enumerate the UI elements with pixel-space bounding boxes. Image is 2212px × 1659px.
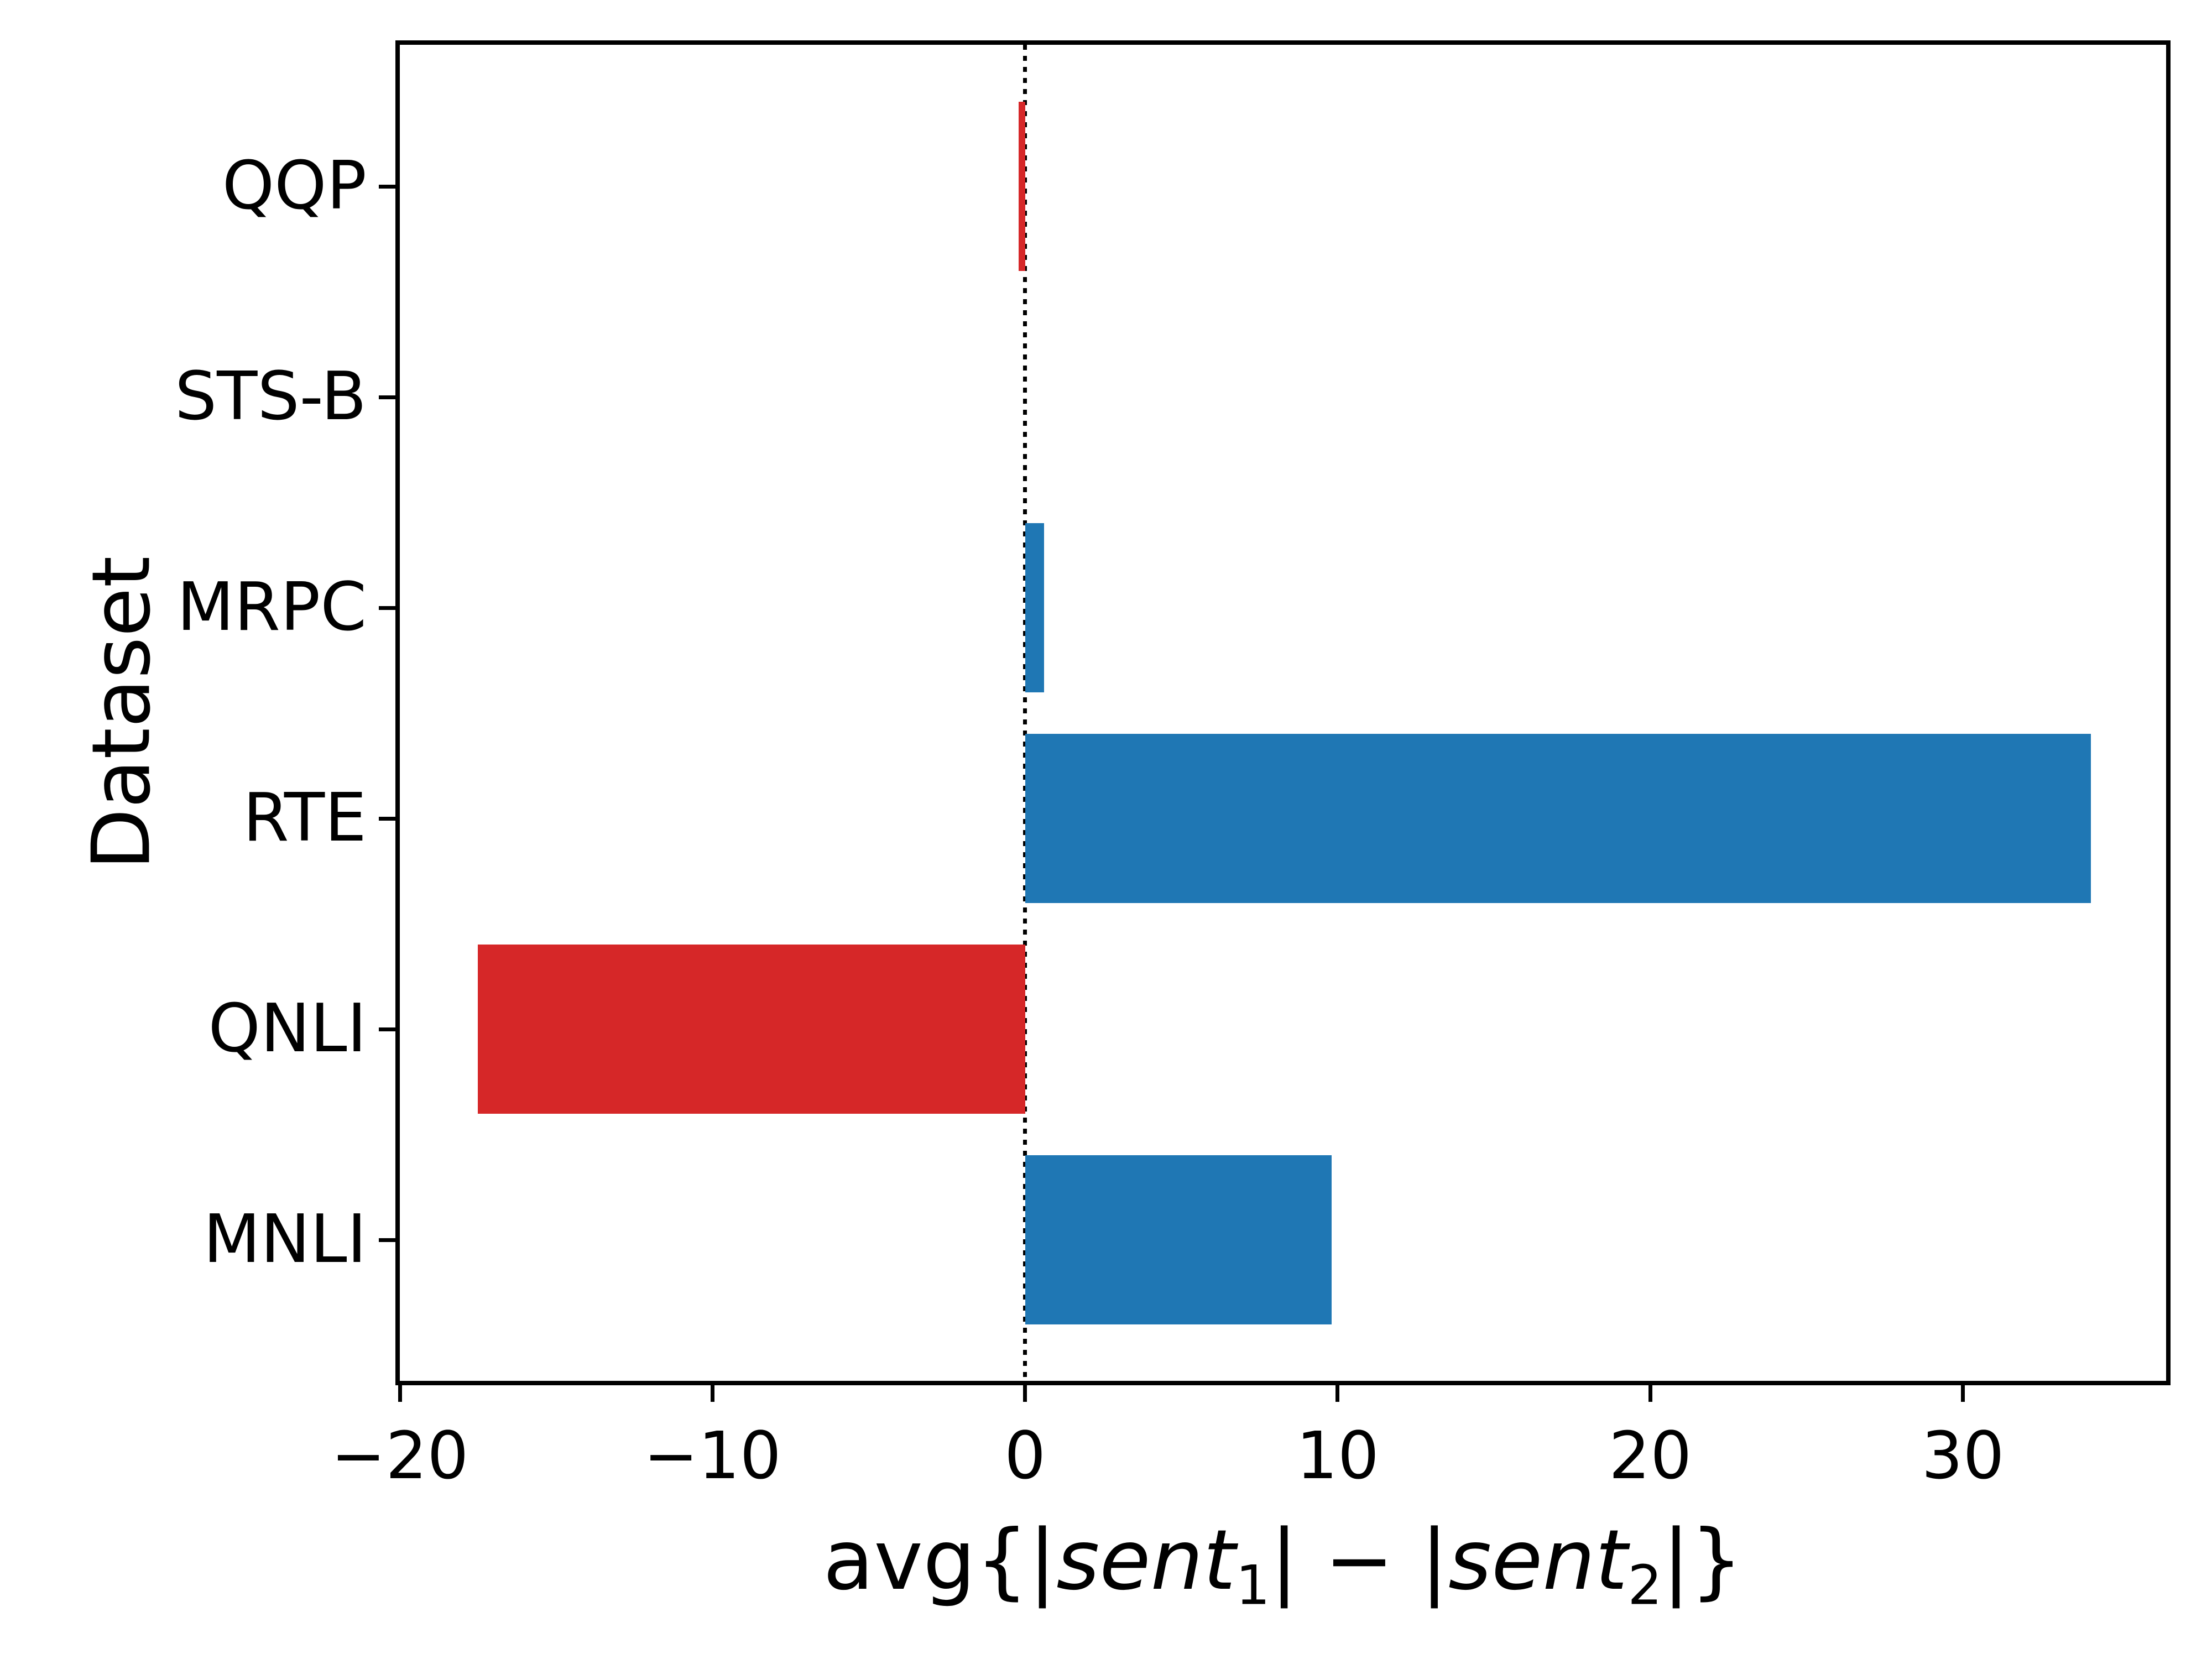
x-axis-title-prefix: avg{| xyxy=(823,1512,1057,1609)
y-tick-label-sts-b: STS-B xyxy=(175,358,367,435)
x-axis-title-suffix: |} xyxy=(1662,1512,1743,1609)
y-tick-label-qnli: QNLI xyxy=(208,990,367,1067)
y-tick-label-mrpc: MRPC xyxy=(176,569,367,646)
y-tick-qnli xyxy=(379,1027,395,1031)
bar-rte xyxy=(1025,734,2091,903)
bar-mrpc xyxy=(1025,523,1044,692)
y-tick-label-rte: RTE xyxy=(243,780,367,857)
y-tick-rte xyxy=(379,816,395,821)
y-tick-qqp xyxy=(379,184,395,189)
x-axis-title-sent1: sent xyxy=(1056,1512,1236,1609)
x-tick-0 xyxy=(1023,1385,1027,1402)
bar-qnli xyxy=(478,945,1025,1114)
bar-mnli xyxy=(1025,1155,1332,1324)
x-tick--20 xyxy=(398,1385,402,1402)
x-axis-title-sent2: sent xyxy=(1448,1512,1628,1609)
x-tick-30 xyxy=(1961,1385,1965,1402)
x-tick-20 xyxy=(1648,1385,1652,1402)
y-tick-label-qqp: QQP xyxy=(222,148,367,225)
y-axis-title-wrap: Dataset xyxy=(44,40,199,1385)
x-tick-label-20: 20 xyxy=(1609,1417,1692,1494)
x-tick-label--20: −20 xyxy=(331,1417,469,1494)
x-tick--10 xyxy=(710,1385,714,1402)
x-tick-label--10: −10 xyxy=(643,1417,781,1494)
x-axis-title-sub2: 2 xyxy=(1627,1554,1662,1618)
y-tick-label-mnli: MNLI xyxy=(203,1201,367,1278)
plot-area: QQP STS-B MRPC RTE QNLI MNLI −20 −10 0 10 20 30 xyxy=(175,40,2171,1494)
y-tick-mrpc xyxy=(379,606,395,610)
y-tick-sts-b xyxy=(379,395,395,399)
bar-qqp xyxy=(1019,102,1025,271)
x-tick-label-0: 0 xyxy=(1004,1417,1046,1494)
x-tick-10 xyxy=(1335,1385,1340,1402)
x-axis-title: avg{|sent1| − |sent2|} xyxy=(395,1512,2171,1613)
x-axis-title-sub1: 1 xyxy=(1235,1554,1270,1618)
x-tick-label-10: 10 xyxy=(1296,1417,1379,1494)
x-axis-title-middle: | − | xyxy=(1270,1512,1448,1609)
y-tick-mnli xyxy=(379,1238,395,1242)
x-tick-label-30: 30 xyxy=(1921,1417,2005,1494)
zero-reference-line xyxy=(1023,45,1027,1381)
